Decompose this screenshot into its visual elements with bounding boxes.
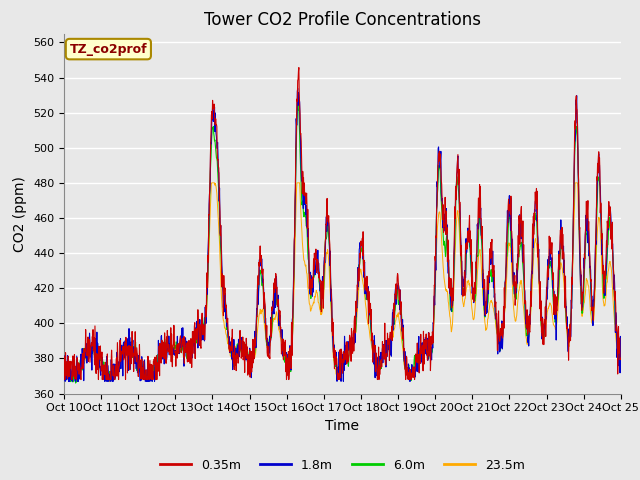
Title: Tower CO2 Profile Concentrations: Tower CO2 Profile Concentrations	[204, 11, 481, 29]
Text: TZ_co2prof: TZ_co2prof	[70, 43, 147, 56]
Y-axis label: CO2 (ppm): CO2 (ppm)	[13, 176, 28, 252]
X-axis label: Time: Time	[325, 419, 360, 433]
Legend: 0.35m, 1.8m, 6.0m, 23.5m: 0.35m, 1.8m, 6.0m, 23.5m	[155, 454, 530, 477]
